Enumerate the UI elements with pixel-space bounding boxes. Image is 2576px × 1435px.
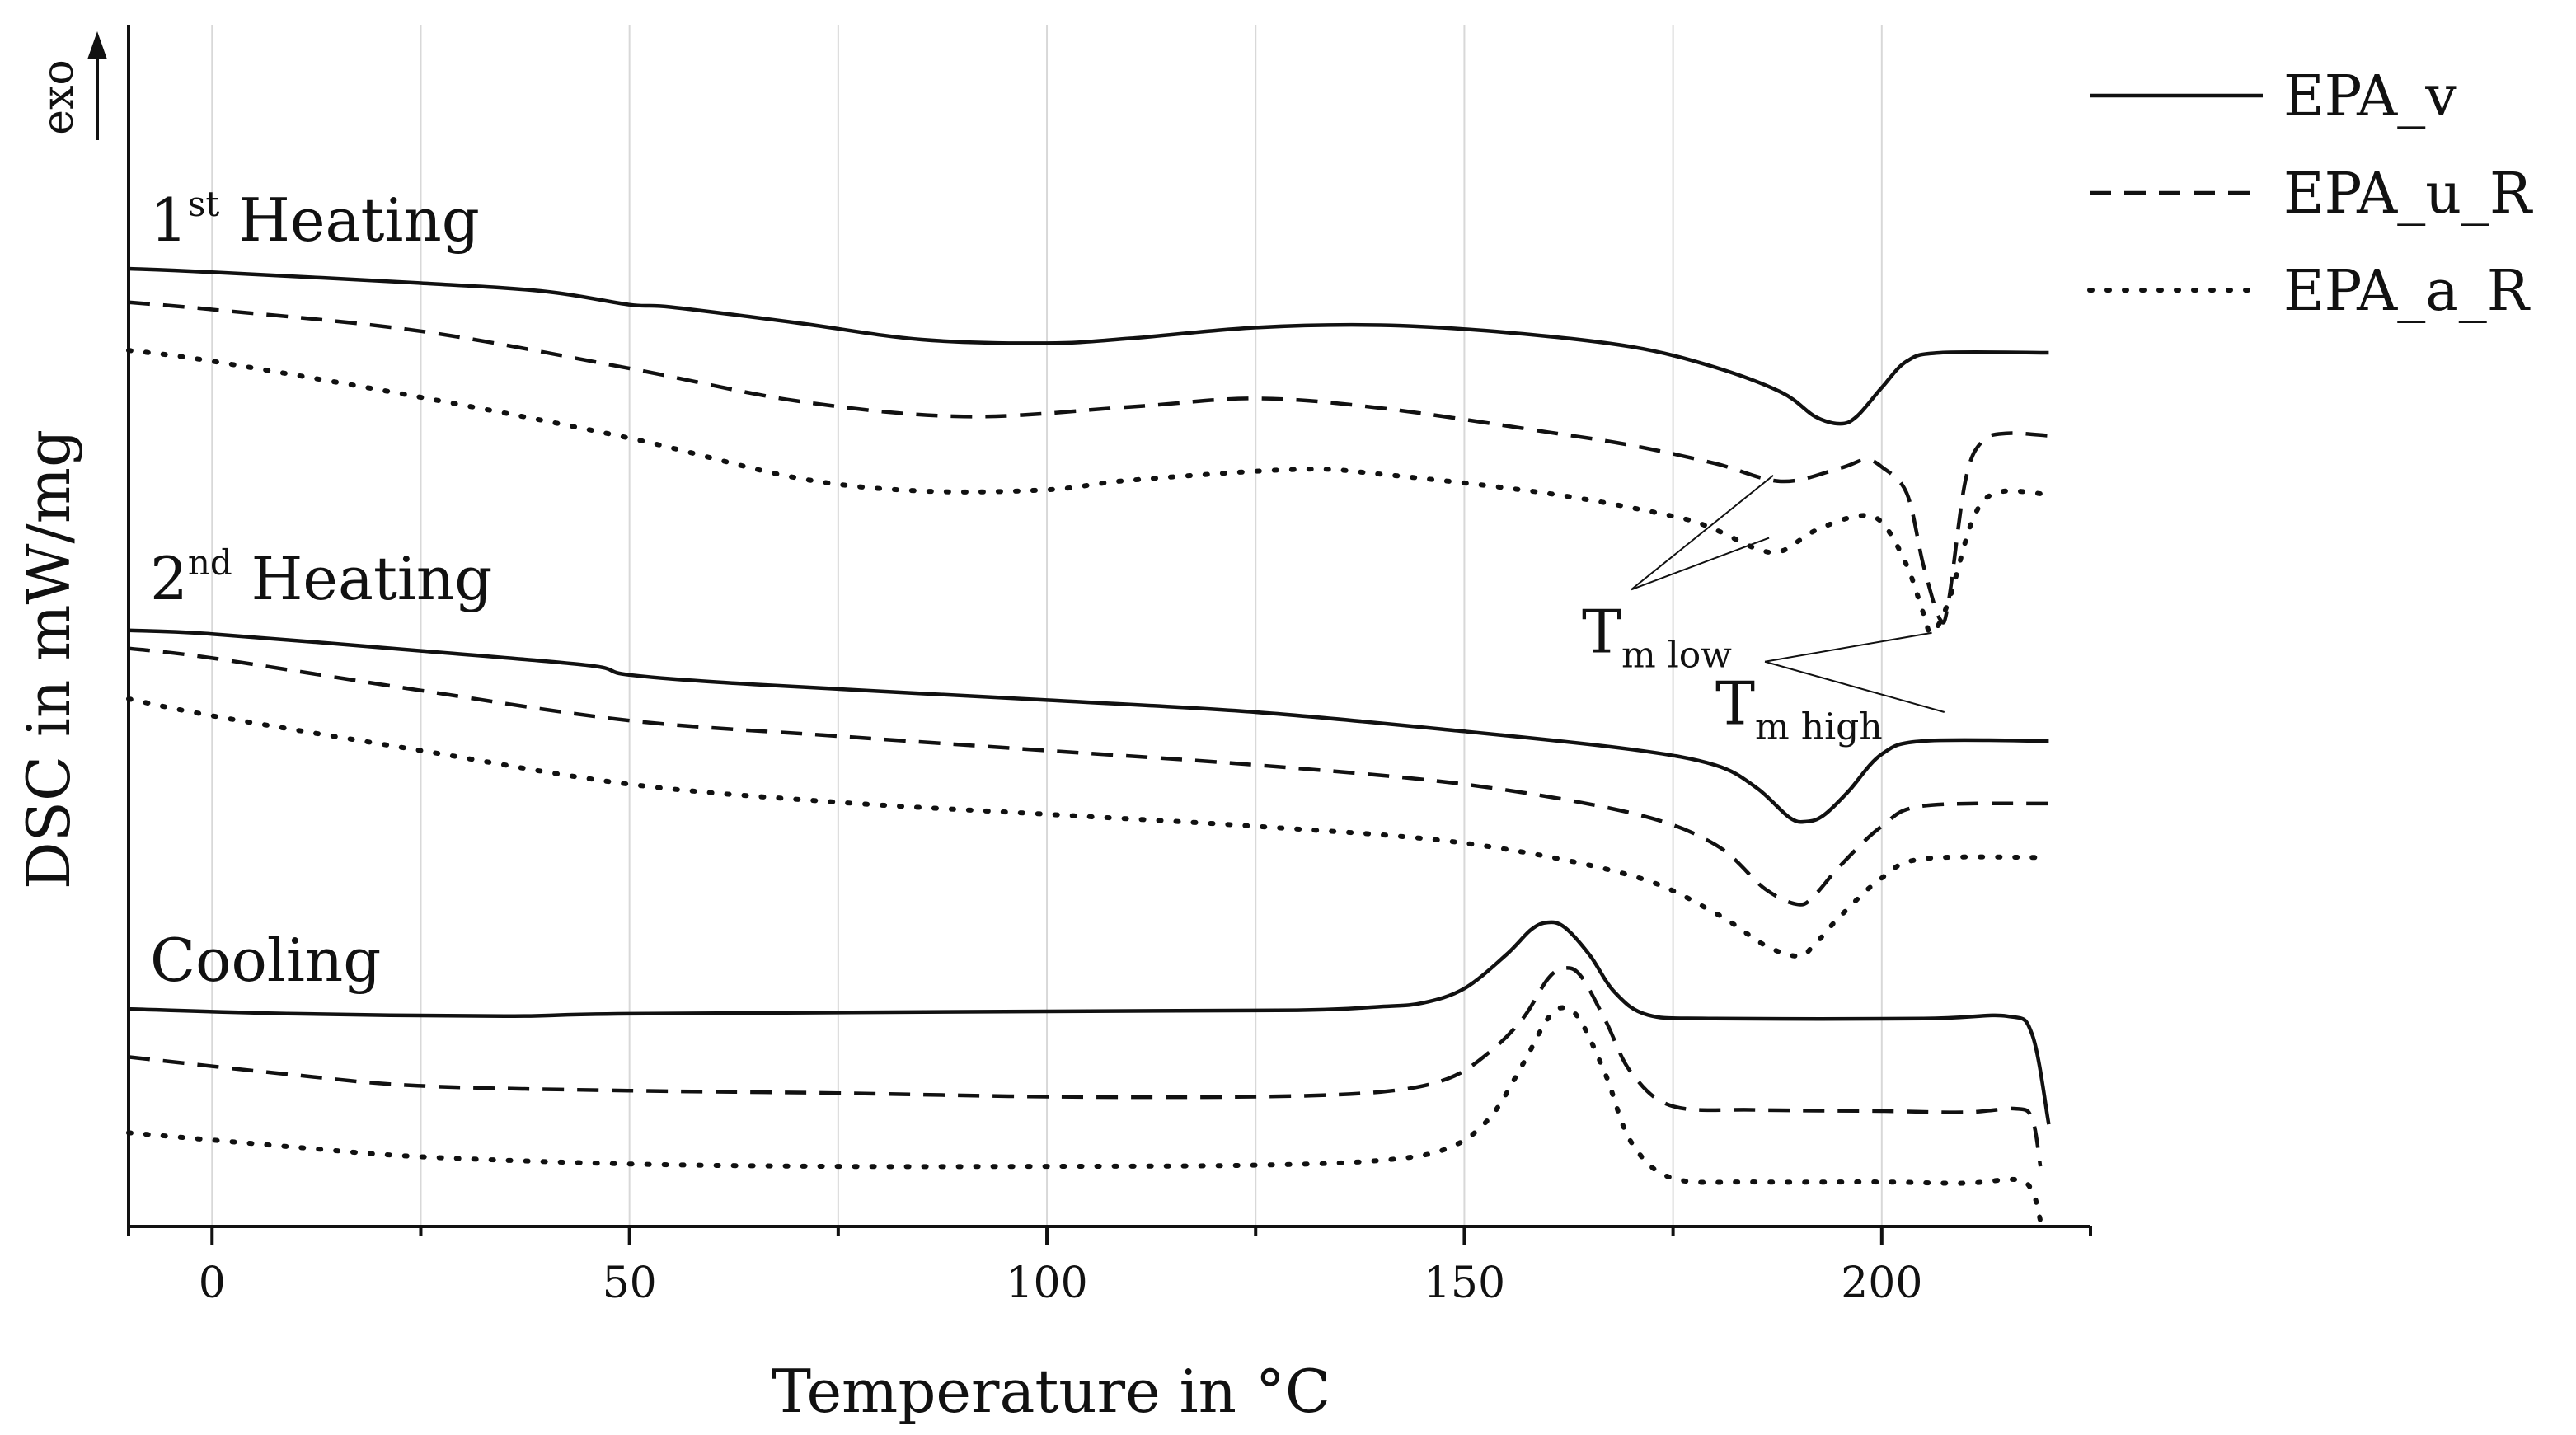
annotation-leader-line: [1764, 631, 1932, 663]
axes: [127, 25, 2090, 1228]
up-arrow-icon: [87, 31, 107, 59]
x-tick-label: 150: [1424, 1259, 1505, 1308]
x-tick-label: 0: [199, 1259, 226, 1308]
annotation-label-2: Tm high: [1715, 669, 1883, 748]
panel-label-2: 2nd Heating: [150, 542, 492, 613]
annotation-leader-line: [1631, 474, 1774, 591]
series-line-epa-a-r-panel-2: [126, 696, 2052, 959]
grid-lines: [211, 25, 1883, 1226]
series-line-epa-v-panel-2: [128, 628, 2049, 824]
annotation-leader-line: [1764, 660, 1945, 713]
x-axis-ticks: [127, 1226, 2092, 1245]
annotation-label-1: Tm low: [1582, 597, 1732, 676]
series-line-epa-u-r-panel-3: [128, 966, 2043, 1167]
annotation-leader-line: [1631, 537, 1770, 591]
exo-label: exo: [34, 59, 83, 134]
series-line-epa-a-r-panel-3: [126, 1005, 2043, 1223]
x-tick-label: 100: [1006, 1259, 1087, 1308]
x-axis-label: Temperature in °C: [772, 1357, 1330, 1426]
series-lines: [126, 266, 2052, 1223]
legend-label-3: EPA_a_R: [2283, 259, 2531, 324]
x-axis-tick-labels: 0 50 100 150 200: [199, 1259, 1923, 1308]
panel-label-1: 1st Heating: [150, 184, 480, 255]
legend: EPA_v EPA_u_R EPA_a_R: [2087, 64, 2533, 324]
legend-label-2: EPA_u_R: [2283, 162, 2533, 227]
exo-indicator: exo: [34, 31, 107, 140]
series-line-epa-u-r-panel-1: [128, 300, 2049, 625]
x-tick-label: 200: [1841, 1259, 1922, 1308]
series-line-epa-v-panel-1: [128, 266, 2049, 426]
series-line-epa-v-panel-3: [128, 920, 2051, 1125]
panel-label-3: Cooling: [150, 926, 381, 995]
panel-labels: 1st Heating 2nd Heating Cooling: [150, 184, 492, 995]
x-tick-label: 50: [603, 1259, 657, 1308]
series-line-epa-u-r-panel-2: [128, 646, 2049, 907]
legend-label-1: EPA_v: [2283, 64, 2457, 129]
y-axis-label: DSC in mW/mg: [14, 429, 83, 889]
